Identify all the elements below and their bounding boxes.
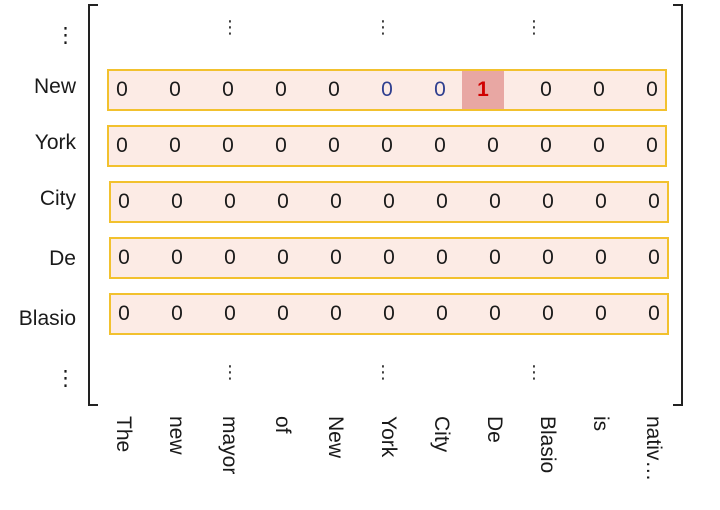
matrix-cell-r0-c5: 0: [381, 78, 393, 101]
matrix-cell-r1-c1: 0: [169, 134, 181, 157]
matrix-cell-r1-c6: 0: [434, 134, 446, 157]
matrix-cell-r4-c5: 0: [383, 302, 395, 325]
matrix-cell-r2-c9: 0: [595, 190, 607, 213]
matrix-row-york: 0 0 0 0 0 0 0 0 0 0 0: [107, 125, 667, 167]
matrix-cell-r2-c3: 0: [277, 190, 289, 213]
matrix-cell-r4-c1: 0: [171, 302, 183, 325]
matrix-cell-r3-c10: 0: [648, 246, 660, 269]
column-label-york: York: [377, 416, 400, 458]
matrix-cell-r4-c4: 0: [330, 302, 342, 325]
matrix-cell-r0-c1: 0: [169, 78, 181, 101]
matrix-cell-r2-c7: 0: [489, 190, 501, 213]
matrix-row-blasio: 0 0 0 0 0 0 0 0 0 0 0: [109, 293, 669, 335]
matrix-cell-r1-c9: 0: [593, 134, 605, 157]
matrix-cell-r3-c7: 0: [489, 246, 501, 269]
matrix-cell-r4-c3: 0: [277, 302, 289, 325]
matrix-cell-r3-c0: 0: [118, 246, 130, 269]
matrix-cell-r2-c2: 0: [224, 190, 236, 213]
matrix-cell-r2-c4: 0: [330, 190, 342, 213]
matrix-cell-r3-c2: 0: [224, 246, 236, 269]
matrix-cell-r0-c7: 1: [462, 71, 504, 109]
matrix-cell-r2-c6: 0: [436, 190, 448, 213]
matrix-cell-r1-c10: 0: [646, 134, 658, 157]
matrix-cell-r0-c3: 0: [275, 78, 287, 101]
matrix-cell-r3-c1: 0: [171, 246, 183, 269]
matrix-ellipsis-top-3: ⋮: [525, 17, 543, 38]
matrix-cell-r1-c7: 0: [487, 134, 499, 157]
matrix-cell-r1-c2: 0: [222, 134, 234, 157]
matrix-ellipsis-bottom-3: ⋮: [525, 362, 543, 383]
matrix-cell-r3-c6: 0: [436, 246, 448, 269]
matrix-cell-r3-c5: 0: [383, 246, 395, 269]
matrix-cell-r1-c4: 0: [328, 134, 340, 157]
column-label-de: De: [483, 416, 506, 443]
matrix-cell-r2-c5: 0: [383, 190, 395, 213]
matrix-cell-r0-c4: 0: [328, 78, 340, 101]
matrix-ellipsis-bottom-1: ⋮: [221, 362, 239, 383]
matrix-cell-r1-c5: 0: [381, 134, 393, 157]
column-label-blasio: Blasio: [536, 416, 559, 474]
matrix-cell-r3-c3: 0: [277, 246, 289, 269]
matrix-ellipsis-bottom-2: ⋮: [374, 362, 392, 383]
matrix-cell-r0-c0: 0: [116, 78, 128, 101]
matrix-cell-r4-c6: 0: [436, 302, 448, 325]
matrix-cell-r2-c0: 0: [118, 190, 130, 213]
matrix-cell-r4-c2: 0: [224, 302, 236, 325]
matrix-cell-r2-c1: 0: [171, 190, 183, 213]
column-label-mayor: mayor: [218, 416, 241, 475]
column-label-of: of: [271, 416, 294, 434]
row-label-ellipsis-top: ⋮: [55, 24, 76, 47]
matrix-cell-r0-c10: 0: [646, 78, 658, 101]
row-label-city: City: [39, 187, 76, 210]
matrix-cell-r4-c7: 0: [489, 302, 501, 325]
matrix-cell-r1-c0: 0: [116, 134, 128, 157]
matrix-cell-r0-c9: 0: [593, 78, 605, 101]
matrix-right-bracket: [673, 4, 683, 406]
matrix-cell-r4-c0: 0: [118, 302, 130, 325]
matrix-row-de: 0 0 0 0 0 0 0 0 0 0 0: [109, 237, 669, 279]
column-label-is: is: [589, 416, 612, 432]
row-label-ellipsis-bottom: ⋮: [55, 367, 76, 390]
matrix-cell-r3-c8: 0: [542, 246, 554, 269]
row-label-blasio: Blasio: [18, 307, 76, 330]
matrix-cell-r2-c8: 0: [542, 190, 554, 213]
row-label-york: York: [34, 131, 76, 154]
matrix-ellipsis-top-2: ⋮: [374, 17, 392, 38]
column-label-the: The: [112, 416, 135, 453]
column-label-city: City: [430, 416, 453, 453]
matrix-ellipsis-top-1: ⋮: [221, 17, 239, 38]
matrix-cell-r3-c4: 0: [330, 246, 342, 269]
matrix-cell-r4-c8: 0: [542, 302, 554, 325]
column-label-new-2: New: [324, 416, 347, 459]
column-label-new: new: [165, 416, 188, 455]
matrix-cell-r2-c10: 0: [648, 190, 660, 213]
matrix-cell-r3-c9: 0: [595, 246, 607, 269]
matrix-cell-r1-c8: 0: [540, 134, 552, 157]
matrix-cell-r1-c3: 0: [275, 134, 287, 157]
matrix-row-city: 0 0 0 0 0 0 0 0 0 0 0: [109, 181, 669, 223]
matrix-cell-r4-c9: 0: [595, 302, 607, 325]
matrix-cell-r4-c10: 0: [648, 302, 660, 325]
matrix-left-bracket: [88, 4, 98, 406]
matrix-cell-r0-c6: 0: [434, 78, 446, 101]
matrix-cell-r0-c8: 0: [540, 78, 552, 101]
matrix-cell-r0-c2: 0: [222, 78, 234, 101]
row-label-new: New: [33, 75, 76, 98]
row-label-de: De: [49, 247, 76, 270]
column-label-native: nativ…: [642, 416, 665, 482]
